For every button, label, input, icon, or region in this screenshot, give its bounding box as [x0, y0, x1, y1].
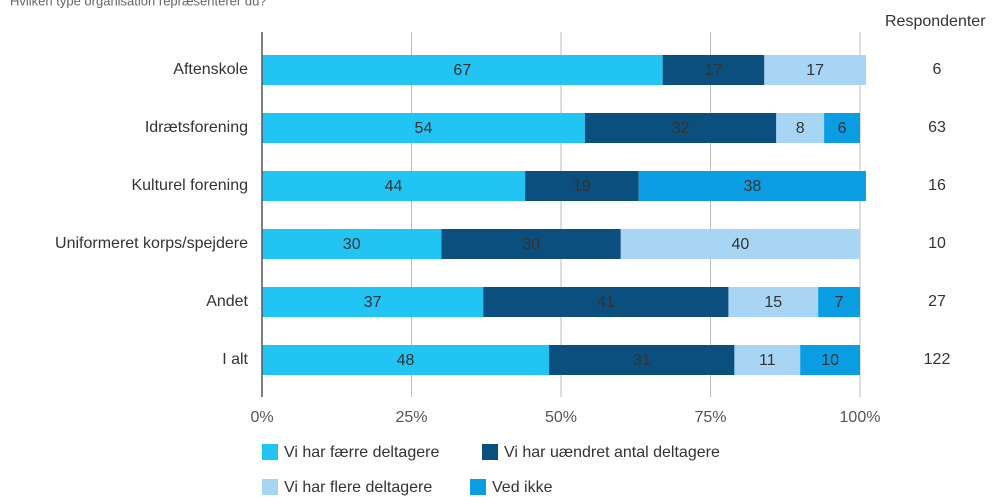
bar-segment	[262, 55, 663, 85]
x-tick-label: 50%	[545, 409, 577, 426]
x-tick-label: 0%	[250, 409, 273, 426]
data-label: 30	[343, 236, 361, 253]
bar-segment	[734, 345, 801, 375]
respondent-count: 122	[924, 351, 951, 368]
legend-swatch	[262, 444, 278, 460]
category-label: Andet	[206, 293, 248, 310]
bar-segment	[584, 113, 777, 143]
data-label: 17	[705, 62, 723, 79]
respondents-header: Respondenter	[885, 13, 986, 30]
category-label: Kulturel forening	[131, 177, 248, 194]
category-label: Uniformeret korps/spejdere	[55, 235, 248, 252]
data-label: 41	[597, 294, 615, 311]
legend-label: Vi har uændret antal deltagere	[504, 444, 720, 461]
bar-segment	[824, 113, 860, 143]
data-label: 7	[835, 294, 844, 311]
x-tick-label: 25%	[395, 409, 427, 426]
respondent-count: 6	[933, 61, 942, 78]
data-label: 19	[573, 178, 591, 195]
x-tick-label: 75%	[694, 409, 726, 426]
bar-segment	[525, 171, 639, 201]
bar-segment	[262, 345, 550, 375]
category-label: Aftenskole	[173, 61, 248, 78]
bar-segment	[262, 287, 484, 317]
data-label: 48	[397, 352, 415, 369]
bar-segment	[638, 171, 866, 201]
legend-label: Ved ikke	[492, 479, 553, 496]
data-label: 44	[385, 178, 403, 195]
bar-segment	[800, 345, 860, 375]
data-label: 54	[415, 120, 433, 137]
data-label: 15	[764, 294, 782, 311]
bar-segment	[441, 229, 621, 259]
data-label: 40	[732, 236, 750, 253]
category-label: Idrætsforening	[145, 119, 248, 136]
legend-label: Vi har flere deltagere	[284, 479, 432, 496]
bar-segment	[818, 287, 860, 317]
bar-segment	[776, 113, 825, 143]
respondent-count: 10	[928, 235, 946, 252]
bar-segment	[262, 171, 526, 201]
legend-swatch	[482, 444, 498, 460]
data-label: 67	[453, 62, 471, 79]
bar-segment	[262, 229, 442, 259]
legend-swatch	[262, 479, 278, 495]
bar-segment	[764, 55, 866, 85]
category-label: I alt	[222, 351, 248, 368]
bar-segment	[620, 229, 860, 259]
respondent-count: 63	[928, 119, 946, 136]
data-label: 17	[806, 62, 824, 79]
data-label: 8	[796, 120, 805, 137]
data-label: 30	[522, 236, 540, 253]
data-label: 10	[821, 352, 839, 369]
data-label: 11	[759, 352, 776, 369]
data-label: 32	[672, 120, 690, 137]
legend-label: Vi har færre deltagere	[284, 444, 439, 461]
data-label: 31	[633, 352, 651, 369]
respondent-count: 27	[928, 293, 946, 310]
bar-segment	[262, 113, 585, 143]
respondent-count: 16	[928, 177, 946, 194]
legend-swatch	[470, 479, 486, 495]
bar-segment	[728, 287, 819, 317]
bar-segment	[549, 345, 735, 375]
data-label: 38	[743, 178, 761, 195]
x-tick-label: 100%	[840, 409, 881, 426]
data-label: 37	[364, 294, 382, 311]
bar-segment	[662, 55, 765, 85]
bar-segment	[483, 287, 729, 317]
data-label: 6	[838, 120, 847, 137]
chart-title: Hvilken type organisation repræsenterer …	[10, 0, 267, 8]
